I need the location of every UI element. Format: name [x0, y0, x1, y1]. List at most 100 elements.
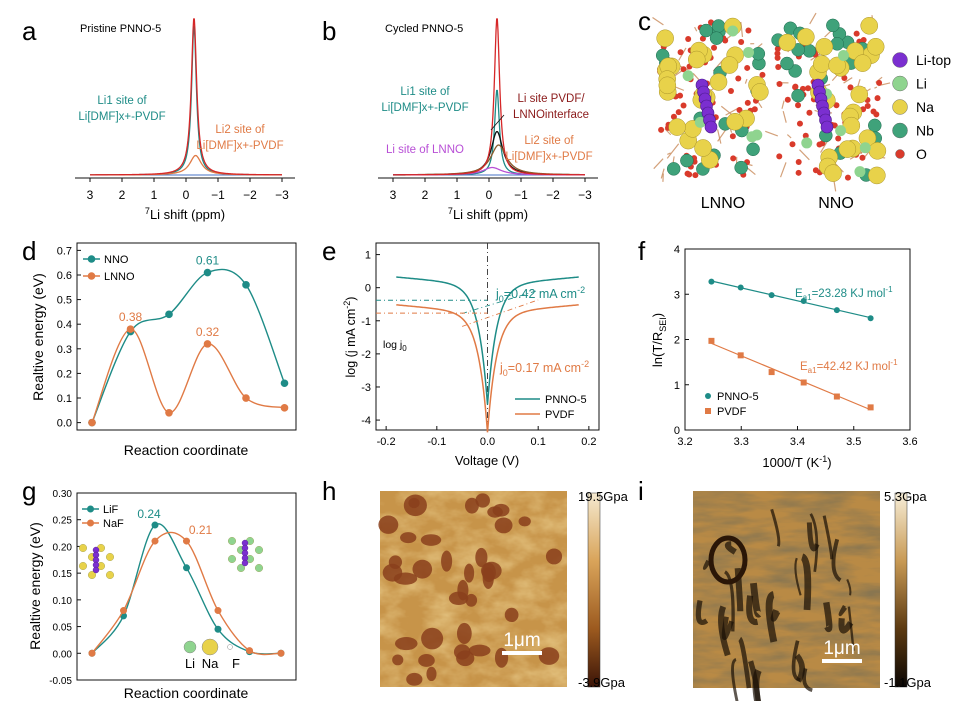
x-tick-label: −3 [578, 188, 592, 202]
y-tick-label: -3 [361, 382, 371, 394]
inset-legend-marker [227, 644, 233, 650]
x-tick-label: 1 [454, 188, 461, 202]
legend-label: NaF [103, 518, 124, 530]
x-tick-label: −1 [211, 188, 225, 202]
x-tick-label: -0.1 [427, 436, 446, 448]
y-tick-label: 0.05 [53, 623, 73, 634]
y-tick-label: 0.6 [57, 270, 72, 282]
atom-li [837, 49, 849, 61]
data-point [768, 369, 775, 376]
inset-legend-label: Na [202, 656, 219, 671]
atom-o [727, 87, 734, 94]
inset-legend-label: Li [185, 656, 195, 671]
legend-marker [87, 255, 96, 263]
annotation-li1: Li1 site of [97, 95, 147, 107]
y-tick-label: 0 [674, 425, 680, 437]
atom-o [806, 109, 813, 116]
atom-nb [734, 160, 748, 175]
legend-label: Nb [916, 123, 934, 139]
legend-label: PVDF [545, 409, 575, 421]
atom-na [726, 112, 744, 131]
atom-li [694, 116, 706, 128]
data-point [833, 393, 840, 400]
atom-nb [666, 162, 681, 176]
data-point [120, 607, 127, 615]
structure-nno [765, 12, 891, 192]
annotation-li2-l2: Li[DMF]x+-PVDF [196, 140, 283, 152]
data-point [867, 404, 874, 411]
series-line-lnno [91, 328, 285, 423]
atom-li [746, 131, 758, 143]
energy-chart-g: -0.050.000.050.100.150.200.250.30LiFNaF0… [27, 489, 297, 701]
legend-marker [87, 505, 94, 513]
y-tick-label: 2 [674, 335, 680, 347]
crystal-structures: LNNO NNO Li-top Li Na Nb O [652, 12, 951, 212]
scalebar-label: 1μm [503, 630, 540, 651]
x-tick-label: 0.1 [531, 436, 546, 448]
data-label: 0.32 [196, 325, 220, 339]
inset-legend-label: F [232, 656, 240, 671]
legend-label: O [916, 146, 927, 162]
inset-legend-marker [183, 640, 197, 654]
x-tick-label: 3.2 [677, 436, 692, 448]
chart-title: Cycled PNNO-5 [385, 23, 463, 35]
atom-o [774, 50, 781, 57]
y-tick-label: -2 [361, 349, 371, 361]
atom-na [778, 33, 796, 52]
data-point [737, 352, 744, 359]
atom-o [795, 102, 802, 109]
x-tick-label: 2 [119, 188, 126, 202]
annotation-li1-l2: Li[DMF]x+-PVDF [78, 111, 165, 123]
y-tick-label: -4 [361, 415, 371, 427]
y-tick-label: -1 [361, 316, 371, 328]
x-tick-label: 0 [486, 188, 493, 202]
atom-o [835, 135, 842, 142]
data-point [280, 379, 289, 388]
panel-label-f: f [638, 236, 646, 266]
atom-na [658, 76, 677, 95]
tafel-chart: 1 0 -1 -2 -3 -4 -0.2 -0.1 0.0 0.1 0.2 PNNO-5 PVDF j0=… [342, 242, 600, 468]
x-tick-label: −2 [546, 188, 560, 202]
atom-o [859, 154, 866, 161]
atom-o [775, 63, 782, 70]
legend-marker [87, 272, 96, 280]
x-tick-label: 3.4 [790, 436, 805, 448]
annotation-ea: Ea1=23.28 KJ mol-1 [795, 285, 893, 302]
atom-o [805, 85, 812, 92]
inset-legend-marker [201, 638, 219, 656]
x-tick-label: 3 [87, 188, 94, 202]
data-point [800, 298, 807, 305]
atom-na [860, 17, 879, 35]
y-tick-label: 1 [365, 250, 371, 262]
atom-o [833, 102, 840, 109]
panel-label-h: h [322, 476, 336, 506]
y-tick-label: 0.30 [53, 489, 73, 500]
y-axis-label: Realtive energy (eV) [30, 273, 46, 401]
legend-label: PNNO-5 [545, 394, 587, 406]
atom-o [774, 54, 781, 61]
colorbar-min: -1.1Gpa [884, 675, 932, 690]
atom-na [668, 118, 686, 136]
atom-o [680, 102, 687, 109]
x-axis-label: Reaction coordinate [124, 442, 249, 458]
x-axis-label: Reaction coordinate [124, 685, 249, 701]
colorbar-h [587, 492, 601, 688]
atom-na [866, 37, 885, 56]
atom-o [699, 35, 706, 42]
data-point [800, 379, 807, 386]
atom-o [874, 95, 881, 102]
atom-na [850, 85, 869, 104]
legend-marker [892, 52, 908, 68]
atom-o [759, 71, 766, 78]
data-point [126, 325, 135, 333]
annotation-j0-nno: j0=0.42 mA cm-2 [495, 285, 585, 304]
atom-o [711, 44, 718, 51]
series-line-naf [91, 531, 282, 656]
afm-map-i: 5.3Gpa -1.1Gpa 1μm [693, 489, 932, 701]
legend-label: LNNO [104, 271, 135, 283]
y-tick-label: 0.10 [53, 596, 73, 607]
data-point [708, 337, 715, 344]
x-tick-label: 0 [183, 188, 190, 202]
atom-o [844, 174, 851, 181]
x-tick-label: 3 [390, 188, 397, 202]
